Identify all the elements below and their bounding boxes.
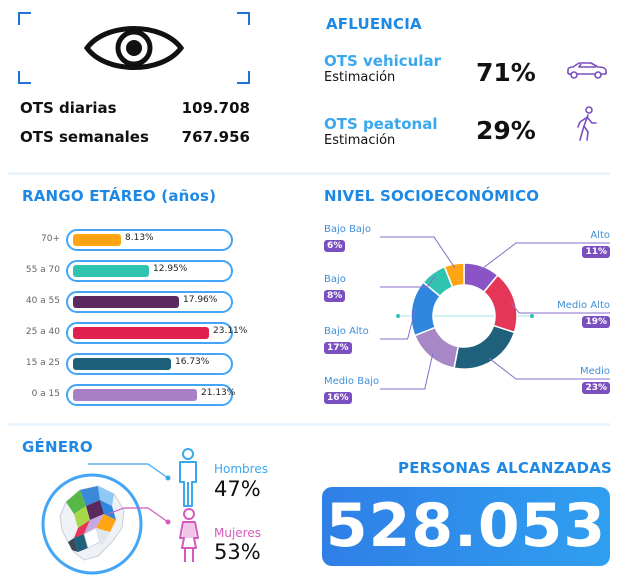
age-range-label: 25 a 40 [25, 327, 60, 337]
ots-weekly-label: OTS semanales [20, 128, 149, 146]
ots-vehicular-label: OTS vehicular [324, 52, 442, 70]
car-icon [567, 62, 607, 79]
age-range-bar [73, 265, 149, 277]
mujeres-value: 53% [214, 540, 261, 564]
nse-segment-value: 16% [324, 392, 352, 404]
age-range-label: 70+ [41, 234, 60, 244]
woman-icon [179, 508, 199, 562]
reach-box: 528.053 [322, 487, 610, 566]
age-panel: RANGO ETÁREO (años) 70+ 8.13% 55 a 70 12.95… [0, 176, 300, 422]
age-range-value: 12.95% [153, 264, 188, 274]
gender-title: GÉNERO [22, 438, 93, 456]
nse-segment-label: Bajo Alto [324, 326, 369, 337]
ots-daily-label: OTS diarias [20, 99, 117, 117]
nse-segment-label: Medio Bajo [324, 376, 380, 387]
age-range-row: 16.73% [66, 353, 233, 375]
nse-segment-label: Bajo [324, 274, 346, 285]
nse-leader-line [380, 353, 434, 390]
nse-leader-line [380, 308, 417, 340]
nse-slice [443, 262, 465, 289]
nse-leader-line [488, 357, 610, 380]
nse-segment-value: 17% [324, 342, 352, 354]
nse-segment-label: Medio [579, 366, 610, 377]
age-range-row: 8.13% [66, 229, 233, 251]
age-title: RANGO ETÁREO (años) [22, 187, 217, 205]
age-range-bar [73, 327, 209, 339]
reach-value: 528.053 [325, 491, 607, 561]
ots-peatonal-sub: Estimación [324, 133, 396, 148]
reach-title: PERSONAS ALCANZADAS [398, 459, 613, 477]
age-range-row: 17.96% [66, 291, 233, 313]
age-range-row: 21.13% [66, 384, 236, 406]
nse-leader-line [380, 276, 436, 288]
nse-guideline-dot [530, 314, 534, 318]
separator-bottom [8, 423, 610, 426]
age-range-value: 17.96% [183, 295, 218, 305]
age-range-value: 8.13% [125, 233, 154, 243]
ots-vehicular-sub: Estimación [324, 70, 396, 85]
nse-title: NIVEL SOCIOECONÓMICO [324, 187, 540, 205]
nse-segment-label: Alto [590, 230, 610, 241]
nse-panel: NIVEL SOCIOECONÓMICO Alto 11% Medio Alto 19… [310, 176, 618, 422]
afluencia-title: AFLUENCIA [326, 15, 422, 33]
age-range-label: 0 a 15 [31, 389, 60, 399]
nse-segment-label: Bajo Bajo [324, 224, 371, 235]
hombres-label: Hombres [214, 462, 268, 476]
age-range-value: 23.11% [213, 326, 248, 336]
gender-panel: GÉNERO Hombres 47% [0, 426, 310, 583]
nse-segment-value: 11% [582, 246, 610, 258]
nse-guideline-dot [396, 314, 400, 318]
age-range-label: 15 a 25 [25, 358, 60, 368]
gender-connector-lines [88, 463, 171, 525]
ots-weekly-value: 767.956 [181, 128, 250, 146]
ots-peatonal-label: OTS peatonal [324, 115, 438, 133]
nse-leader-line [380, 236, 456, 269]
age-range-label: 55 a 70 [25, 265, 60, 275]
nse-segment-value: 6% [324, 240, 346, 252]
afluencia-panel: AFLUENCIA OTS vehicular Estimación 71% O… [310, 0, 618, 170]
age-range-row: 23.11% [66, 322, 247, 344]
age-range-row: 12.95% [66, 260, 233, 282]
nse-segment-label: Medio Alto [557, 300, 610, 311]
nse-donut-chart [380, 236, 610, 390]
ecuador-map-icon [41, 473, 143, 575]
age-range-value: 21.13% [201, 388, 236, 398]
ots-daily-value: 109.708 [181, 99, 250, 117]
ots-peatonal-value: 29% [476, 116, 536, 145]
age-range-bar [73, 389, 197, 401]
nse-leader-line [510, 302, 610, 314]
age-range-bar [73, 234, 121, 246]
mujeres-label: Mujeres [214, 526, 261, 540]
nse-slice [453, 324, 516, 370]
age-range-bar [73, 296, 179, 308]
hombres-value: 47% [214, 477, 261, 501]
separator-top [8, 172, 610, 175]
ots-panel: OTS diarias 109.708 OTS semanales 767.95… [0, 0, 300, 170]
age-range-value: 16.73% [175, 357, 210, 367]
ots-vehicular-value: 71% [476, 58, 536, 87]
nse-segment-value: 23% [582, 382, 610, 394]
nse-leader-line [480, 242, 610, 271]
man-icon [179, 448, 197, 507]
nse-segment-value: 19% [582, 316, 610, 328]
eye-icon [84, 26, 184, 70]
age-range-label: 40 a 55 [25, 296, 60, 306]
nse-segment-value: 8% [324, 290, 346, 302]
age-range-bar [73, 358, 171, 370]
focus-frame-icon [18, 12, 250, 84]
walking-person-icon [577, 106, 597, 141]
